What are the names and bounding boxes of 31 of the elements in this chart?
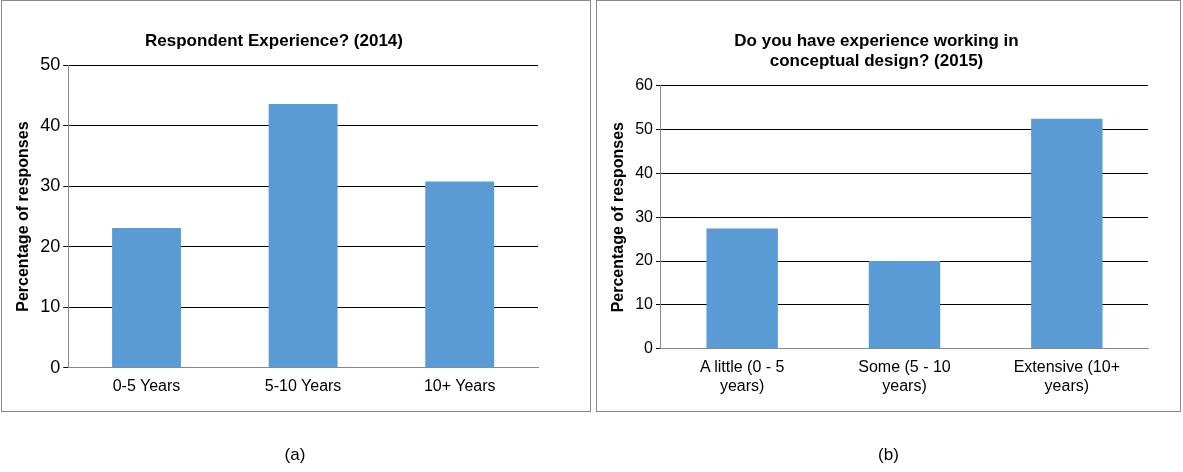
chart-title: Do you have experience working in conceptual design? (2015) [734,30,1019,71]
y-tick-label: 40 [635,163,654,181]
y-tick-label: 50 [40,54,61,75]
y-tick-label: 0 [644,339,654,357]
x-tick-label: 5-10 Years [264,376,342,394]
bar [1031,118,1103,349]
y-tick-label: 20 [635,251,654,269]
y-tick-label: 30 [635,207,654,225]
bar [868,261,941,349]
y-tick-label: 60 [635,76,654,94]
bar [268,104,338,368]
text: (b) [877,445,900,465]
y-tick-label: 20 [40,235,61,256]
x-tick-label: Extensive (10+ years) [1013,357,1120,394]
bar [425,181,495,368]
x-tick-label: A little (0 - 5 years) [699,357,785,394]
chart-title: Respondent Experience? (2014) [145,30,403,50]
y-tick-label: 0 [50,356,61,377]
x-tick-label: 0-5 Years [112,376,181,394]
bar [112,228,181,368]
text: (a) [283,445,307,465]
y-tick-label: 40 [40,114,61,135]
x-tick-label: Some (5 - 10 years) [858,357,951,394]
y-tick-label: 30 [40,175,61,196]
y-axis-title: Percentage of responses [609,121,627,313]
y-tick-label: 10 [40,296,61,317]
y-tick-label: 10 [635,295,654,313]
x-tick-label: 10+ Years [423,376,496,394]
y-axis-title: Percentage of responses [14,121,32,312]
y-tick-label: 50 [635,120,654,138]
bar [706,228,778,349]
